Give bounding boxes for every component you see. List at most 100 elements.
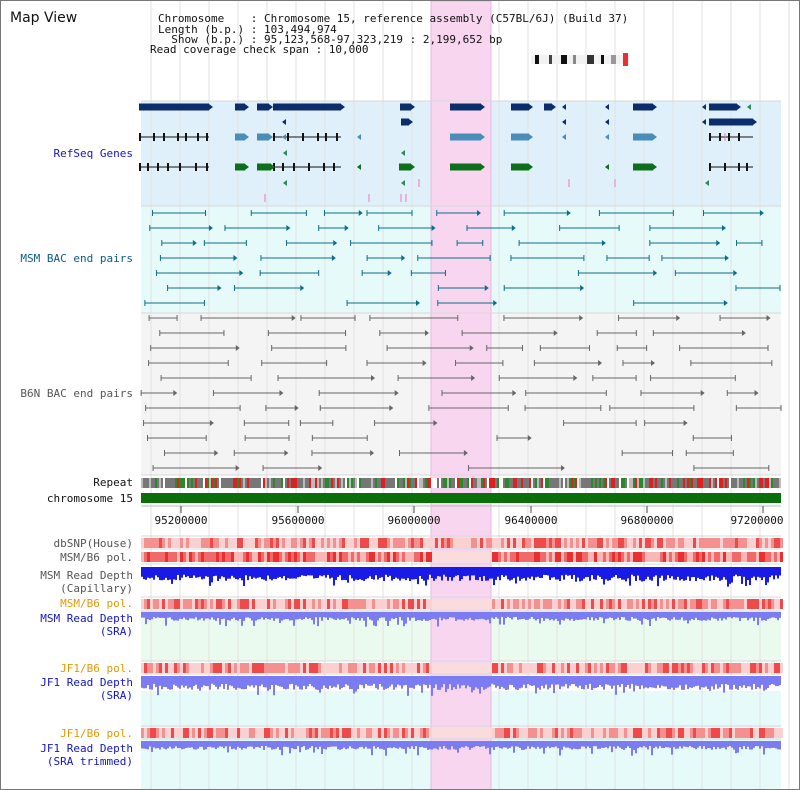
jf1-b6-pol-stripe [435, 663, 438, 673]
msm-depth-capillary-bar [411, 567, 413, 580]
jf1-b6-pol-2-stripe [375, 728, 378, 738]
jf1-depth-trimmed-bar [345, 741, 347, 750]
msm-depth-sra-bar [559, 612, 561, 625]
jf1-depth-sra-bar [701, 676, 703, 688]
msm-b6-pol-stripe [483, 552, 486, 562]
msm-depth-sra-bar [779, 612, 781, 618]
track-label-jf1-b6-pol[interactable]: JF1/B6 pol. [60, 662, 133, 675]
track-label-chromosome[interactable]: chromosome 15 [46, 492, 133, 505]
dbsnp-stripe [567, 538, 570, 548]
track-label-msm-b6-pol-2[interactable]: MSM/B6 pol. [60, 597, 133, 610]
msm-depth-capillary-bar [749, 567, 751, 586]
msm-depth-capillary-bar [249, 567, 251, 577]
repeat-segment [549, 478, 551, 488]
jf1-depth-sra-bar [179, 676, 181, 689]
track-label-msm-b6-pol[interactable]: MSM/B6 pol. [60, 551, 133, 564]
jf1-depth-sra-bar [579, 676, 581, 686]
msm-b6-pol-stripe [615, 552, 618, 562]
jf1-b6-pol-stripe [615, 663, 618, 673]
jf1-depth-trimmed-bar [223, 741, 225, 749]
track-label-msm-depth-capillary[interactable]: MSM Read Depth [40, 569, 133, 582]
msm-depth-capillary-bar [297, 567, 299, 578]
msm-b6-pol-2-stripe [435, 599, 438, 609]
msm-depth-capillary-bar [757, 567, 759, 577]
dbsnp-stripe [456, 538, 459, 548]
repeat-segment [325, 478, 327, 488]
highlight-border [430, 1, 492, 789]
msm-depth-sra-bar [477, 612, 479, 620]
jf1-b6-pol-2-stripe [300, 728, 303, 738]
msm-depth-sra-bar [143, 612, 145, 618]
msm-depth-capillary-bar [373, 567, 375, 580]
jf1-depth-sra-bar [657, 676, 659, 686]
repeat-segment [149, 478, 151, 488]
dbsnp-stripe [603, 538, 606, 548]
msm-depth-sra-bar [487, 612, 489, 620]
jf1-depth-trimmed-bar [499, 741, 501, 749]
msm-b6-pol-stripe [633, 552, 636, 562]
track-label-jf1-depth-sra[interactable]: JF1 Read Depth [40, 676, 133, 689]
msm-b6-pol-2-stripe [498, 599, 501, 609]
jf1-depth-trimmed-bar [621, 741, 623, 749]
dbsnp-stripe [720, 538, 723, 548]
gene-arrow-icon [245, 134, 249, 140]
msm-b6-pol-stripe [258, 552, 261, 562]
jf1-depth-sra-bar [333, 676, 335, 687]
track-label-dbsnp[interactable]: dbSNP(House) [53, 537, 133, 550]
jf1-b6-pol-2-stripe [264, 728, 267, 738]
msm-b6-pol-2-stripe [309, 599, 312, 609]
jf1-b6-pol-2-stripe [687, 728, 690, 738]
jf1-depth-trimmed-bar [255, 741, 257, 748]
dbsnp-stripe [771, 538, 774, 548]
msm-depth-sra-bar [727, 612, 729, 618]
msm-depth-capillary-bar [313, 567, 315, 579]
jf1-b6-pol-2-stripe [699, 728, 702, 738]
bac-end-icon [394, 390, 399, 396]
gene-exon [153, 133, 155, 141]
msm-b6-pol-2-stripe [180, 599, 183, 609]
jf1-b6-pol-2-stripe [498, 728, 501, 738]
dbsnp-stripe [156, 538, 159, 548]
jf1-depth-sra-bar [475, 676, 477, 688]
repeat-segment [467, 478, 469, 488]
msm-depth-capillary-bar [191, 567, 193, 578]
dbsnp-stripe [147, 538, 150, 548]
dbsnp-stripe [273, 538, 276, 548]
track-label-msm-bac[interactable]: MSM BAC end pairs [20, 252, 133, 265]
msm-depth-sra-bar [223, 612, 225, 619]
jf1-depth-trimmed-bar [647, 741, 649, 750]
jf1-b6-pol-stripe [234, 663, 237, 673]
track-label-repeat[interactable]: Repeat [93, 476, 133, 489]
jf1-depth-sra-bar [735, 676, 737, 689]
track-label-jf1-depth-trimmed[interactable]: JF1 Read Depth [40, 742, 133, 755]
msm-b6-pol-stripe [369, 552, 372, 562]
msm-b6-pol-stripe [387, 552, 390, 562]
jf1-b6-pol-2-stripe [474, 728, 477, 738]
track-label-refseq[interactable]: RefSeq Genes [53, 147, 133, 160]
jf1-b6-pol-2-stripe [459, 728, 462, 738]
track-label-jf1-b6-pol-2[interactable]: JF1/B6 pol. [60, 727, 133, 740]
gene-body [235, 133, 245, 141]
repeat-segment [455, 478, 457, 488]
dbsnp-stripe [219, 538, 222, 548]
jf1-b6-pol-2-stripe [582, 728, 585, 738]
msm-b6-pol-stripe [705, 552, 708, 562]
msm-depth-sra-bar [163, 612, 165, 619]
msm-depth-sra-bar [279, 612, 281, 624]
dbsnp-stripe [573, 538, 576, 548]
msm-b6-pol-stripe [354, 552, 357, 562]
jf1-depth-sra-bar [439, 676, 441, 690]
jf1-depth-trimmed-bar [441, 741, 443, 749]
track-label-msm-depth-sra[interactable]: MSM Read Depth [40, 612, 133, 625]
jf1-b6-pol-2-stripe [627, 728, 630, 738]
msm-depth-sra-bar [291, 612, 293, 621]
jf1-depth-trimmed-bar [685, 741, 687, 747]
jf1-depth-trimmed-bar [585, 741, 587, 749]
track-label-b6n-bac[interactable]: B6N BAC end pairs [20, 387, 133, 400]
dbsnp-stripe [756, 538, 759, 548]
repeat-segment [157, 478, 159, 488]
msm-b6-pol-2-stripe [201, 599, 204, 609]
repeat-segment [275, 478, 277, 488]
jf1-b6-pol-2-stripe [531, 728, 534, 738]
